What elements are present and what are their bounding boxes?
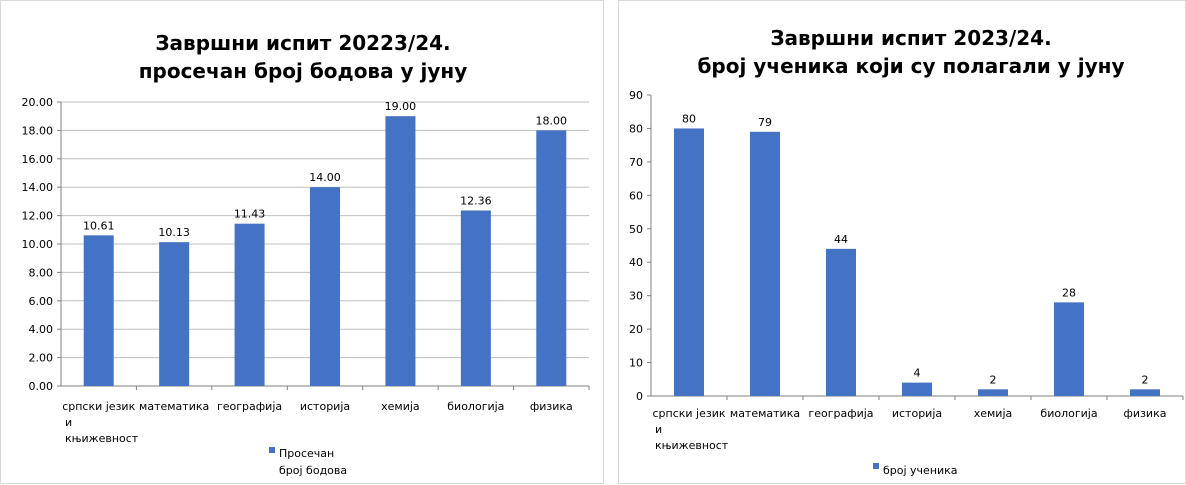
bar-6: [1054, 302, 1084, 396]
y-tick-label: 30: [629, 290, 643, 303]
bar-3: [234, 223, 265, 386]
x-category-label: књижевност: [655, 439, 729, 452]
x-category-label: биологија: [1040, 407, 1097, 420]
legend-swatch: [269, 447, 275, 453]
x-category-label: математика: [730, 407, 800, 420]
y-tick-label: 60: [629, 189, 643, 202]
data-label-3: 11.43: [234, 208, 266, 221]
y-tick-label: 14.00: [22, 181, 54, 194]
y-tick-label: 80: [629, 122, 643, 135]
data-label-5: 19.00: [385, 100, 417, 113]
y-tick-label: 0: [636, 390, 643, 403]
x-category-label: и: [65, 416, 72, 429]
y-tick-label: 50: [629, 223, 643, 236]
chart-title-line-1: Завршни испит 2023/24.: [770, 26, 1051, 50]
x-category-label: физика: [1124, 407, 1167, 420]
x-category-label: и: [655, 423, 662, 436]
y-tick-label: 0.00: [29, 380, 54, 393]
y-tick-label: 10: [629, 357, 643, 370]
chart-panel-average-points: Завршни испит 20223/24. просечан број бод…: [0, 0, 604, 484]
data-label-7: 2: [1142, 373, 1149, 386]
legend-label: број бодова: [279, 464, 347, 477]
x-category-label: српски језик: [62, 400, 135, 413]
chart-panel-student-count: Завршни испит 2023/24. број ученика који …: [618, 0, 1186, 484]
x-category-label: историја: [892, 407, 942, 420]
bar-4: [902, 382, 932, 396]
chart-title-line-1: Завршни испит 20223/24.: [155, 31, 450, 55]
data-label-6: 12.36: [460, 194, 492, 207]
bar-7: [1130, 389, 1160, 396]
x-category-label: хемија: [974, 407, 1013, 420]
chart-title-line-2: просечан број бодова у јуну: [139, 59, 468, 83]
legend-label: број ученика: [883, 464, 958, 477]
legend-swatch: [873, 463, 879, 469]
data-label-2: 10.13: [158, 226, 190, 239]
x-category-label: биологија: [447, 400, 504, 413]
data-label-3: 44: [834, 233, 848, 246]
x-category-label: физика: [530, 400, 573, 413]
x-category-label: књижевност: [65, 432, 139, 445]
data-label-5: 2: [990, 373, 997, 386]
chart-title-line-2: број ученика који су полагали у јуну: [697, 54, 1124, 78]
data-label-1: 10.61: [83, 219, 115, 232]
y-tick-label: 18.00: [22, 124, 54, 137]
bar-2: [750, 131, 780, 397]
x-category-label: историја: [300, 400, 350, 413]
data-label-4: 14.00: [309, 171, 341, 184]
bar-1: [83, 235, 114, 386]
y-tick-label: 16.00: [22, 153, 54, 166]
y-tick-label: 70: [629, 156, 643, 169]
data-label-2: 79: [758, 116, 772, 129]
x-category-label: географија: [217, 400, 282, 413]
bar-5: [978, 389, 1008, 396]
bar-2: [159, 242, 190, 386]
y-tick-label: 6.00: [29, 295, 54, 308]
x-category-label: географија: [808, 407, 873, 420]
y-tick-label: 8.00: [29, 266, 54, 279]
y-tick-label: 20: [629, 323, 643, 336]
y-tick-label: 4.00: [29, 323, 54, 336]
x-category-label: математика: [139, 400, 209, 413]
bar-chart-student-count: Завршни испит 2023/24. број ученика који …: [629, 26, 1184, 477]
y-tick-label: 40: [629, 256, 643, 269]
bar-1: [674, 128, 704, 396]
bar-7: [536, 130, 567, 386]
bar-chart-average-points: Завршни испит 20223/24. просечан број бод…: [22, 31, 590, 477]
data-label-4: 4: [914, 367, 921, 380]
y-tick-label: 20.00: [22, 96, 54, 109]
data-label-7: 18.00: [536, 114, 568, 127]
bar-6: [460, 210, 491, 386]
legend-label: Просечан: [279, 447, 334, 460]
data-label-1: 80: [682, 112, 696, 125]
data-label-6: 28: [1062, 286, 1076, 299]
x-category-label: српски језик: [652, 407, 725, 420]
bar-3: [826, 248, 856, 396]
bar-4: [310, 187, 340, 386]
x-category-label: хемија: [381, 400, 420, 413]
y-tick-label: 10.00: [22, 238, 54, 251]
y-tick-label: 90: [629, 89, 643, 102]
y-tick-label: 12.00: [22, 210, 54, 223]
bar-5: [385, 116, 416, 386]
y-tick-label: 2.00: [29, 352, 54, 365]
